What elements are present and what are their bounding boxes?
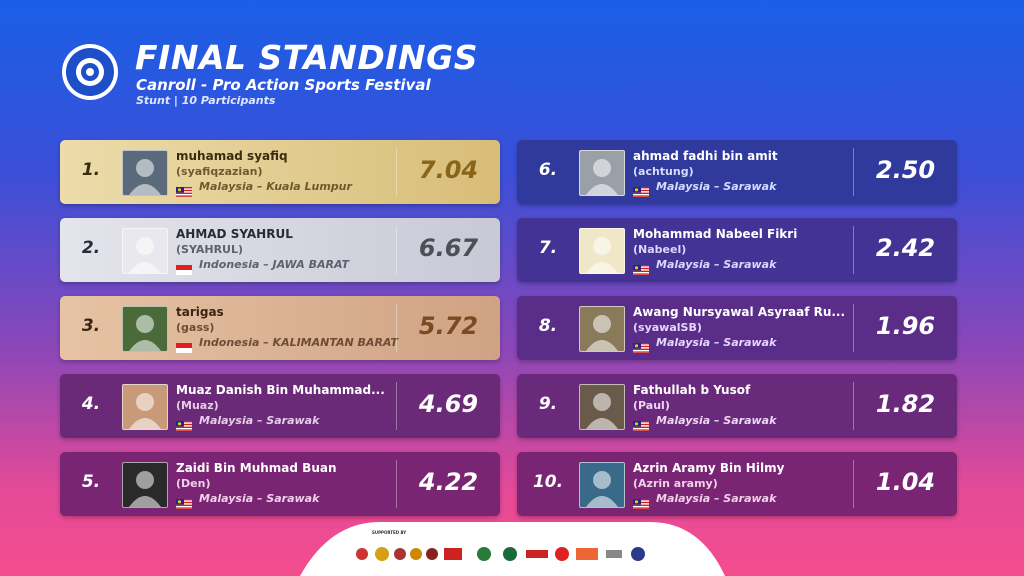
participant-handle: (achtung) xyxy=(633,165,694,178)
avatar xyxy=(122,384,168,430)
standing-card: 7. Mohammad Nabeel Fikri (Nabeel) Malaysia … xyxy=(517,218,957,282)
participant-name: Fathullah b Yusof xyxy=(633,383,751,397)
flag-icon xyxy=(633,416,649,431)
participant-handle: (syafiqzazian) xyxy=(176,165,263,178)
divider xyxy=(396,148,397,196)
participant-location: Malaysia – Sarawak xyxy=(656,258,777,271)
participant-handle: (Azrin aramy) xyxy=(633,477,718,490)
standing-card: 5. Zaidi Bin Muhmad Buan (Den) Malaysia – S… xyxy=(60,452,500,516)
standing-card: 8. Awang Nursyawal Asyraaf Ru... (syawalSB… xyxy=(517,296,957,360)
avatar xyxy=(579,384,625,430)
participant-handle: (Den) xyxy=(176,477,211,490)
rank: 4. xyxy=(81,394,101,414)
flag-icon xyxy=(633,338,649,353)
standing-card: 6. ahmad fadhi bin amit (achtung) Malaysia … xyxy=(517,140,957,204)
participant-name: Awang Nursyawal Asyraaf Ru... xyxy=(633,305,846,319)
subtitle: Canroll - Pro Action Sports Festival xyxy=(136,76,431,94)
avatar xyxy=(122,150,168,196)
flag-icon xyxy=(633,260,649,275)
participant-handle: (Muaz) xyxy=(176,399,219,412)
divider xyxy=(396,382,397,430)
avatar xyxy=(122,462,168,508)
divider xyxy=(396,460,397,508)
avatar xyxy=(579,228,625,274)
participant-handle: (Nabeel) xyxy=(633,243,687,256)
score: 2.50 xyxy=(875,156,936,184)
flag-icon xyxy=(176,494,192,509)
event-info: Stunt | 10 Participants xyxy=(136,94,276,107)
participant-name: AHMAD SYAHRUL xyxy=(176,227,293,241)
score: 1.82 xyxy=(875,390,936,418)
score: 4.69 xyxy=(418,390,479,418)
rank: 6. xyxy=(538,160,558,180)
rank: 7. xyxy=(538,238,558,258)
participant-name: tarigas xyxy=(176,305,224,319)
rank: 5. xyxy=(81,472,101,492)
flag-icon xyxy=(633,182,649,197)
score: 1.04 xyxy=(875,468,936,496)
divider xyxy=(396,226,397,274)
rank: 2. xyxy=(81,238,101,258)
rank: 1. xyxy=(81,160,101,180)
score: 5.72 xyxy=(418,312,479,340)
divider xyxy=(853,226,854,274)
flag-icon xyxy=(176,416,192,431)
flag-icon xyxy=(633,494,649,509)
avatar xyxy=(122,228,168,274)
score: 2.42 xyxy=(875,234,936,262)
participant-name: ahmad fadhi bin amit xyxy=(633,149,778,163)
participant-location: Malaysia – Sarawak xyxy=(199,492,320,505)
divider xyxy=(853,460,854,508)
divider xyxy=(853,148,854,196)
standing-card: 10. Azrin Aramy Bin Hilmy (Azrin aramy) Mal… xyxy=(517,452,957,516)
standing-card: 3. tarigas (gass) Indonesia – KALIMANTAN BA… xyxy=(60,296,500,360)
divider xyxy=(853,382,854,430)
participant-location: Indonesia – KALIMANTAN BARAT xyxy=(199,336,398,349)
participant-location: Indonesia – JAWA BARAT xyxy=(199,258,349,271)
participant-name: Mohammad Nabeel Fikri xyxy=(633,227,798,241)
rank: 3. xyxy=(81,316,101,336)
participant-name: muhamad syafiq xyxy=(176,149,288,163)
flag-icon xyxy=(176,338,192,353)
standing-card: 9. Fathullah b Yusof (Paul) Malaysia – Sara… xyxy=(517,374,957,438)
participant-name: Muaz Danish Bin Muhammad... xyxy=(176,383,385,397)
avatar xyxy=(122,306,168,352)
divider xyxy=(396,304,397,352)
score: 1.96 xyxy=(875,312,936,340)
avatar xyxy=(579,150,625,196)
participant-name: Azrin Aramy Bin Hilmy xyxy=(633,461,785,475)
standing-card: 2. AHMAD SYAHRUL (SYAHRUL) Indonesia – JAWA… xyxy=(60,218,500,282)
rank: 8. xyxy=(538,316,558,336)
participant-location: Malaysia – Sarawak xyxy=(656,336,777,349)
standing-card: 4. Muaz Danish Bin Muhammad... (Muaz) Malay… xyxy=(60,374,500,438)
sponsor-bar xyxy=(300,522,725,576)
participant-handle: (SYAHRUL) xyxy=(176,243,244,256)
participant-handle: (syawalSB) xyxy=(633,321,702,334)
sponsor-label: SUPPORTED BY xyxy=(372,530,407,535)
title: FINAL STANDINGS xyxy=(135,38,479,77)
participant-location: Malaysia – Sarawak xyxy=(656,492,777,505)
standing-card: 1. muhamad syafiq (syafiqzazian) Malaysia –… xyxy=(60,140,500,204)
score: 6.67 xyxy=(418,234,479,262)
flag-icon xyxy=(176,182,192,197)
avatar xyxy=(579,462,625,508)
participant-location: Malaysia – Kuala Lumpur xyxy=(199,180,352,193)
event-logo xyxy=(62,44,118,100)
score: 7.04 xyxy=(418,156,479,184)
flag-icon xyxy=(176,260,192,275)
avatar xyxy=(579,306,625,352)
score: 4.22 xyxy=(418,468,479,496)
participant-name: Zaidi Bin Muhmad Buan xyxy=(176,461,337,475)
participant-handle: (gass) xyxy=(176,321,215,334)
participant-location: Malaysia – Sarawak xyxy=(199,414,320,427)
participant-location: Malaysia – Sarawak xyxy=(656,414,777,427)
rank: 9. xyxy=(538,394,558,414)
divider xyxy=(853,304,854,352)
participant-handle: (Paul) xyxy=(633,399,670,412)
rank: 10. xyxy=(532,472,564,492)
participant-location: Malaysia – Sarawak xyxy=(656,180,777,193)
